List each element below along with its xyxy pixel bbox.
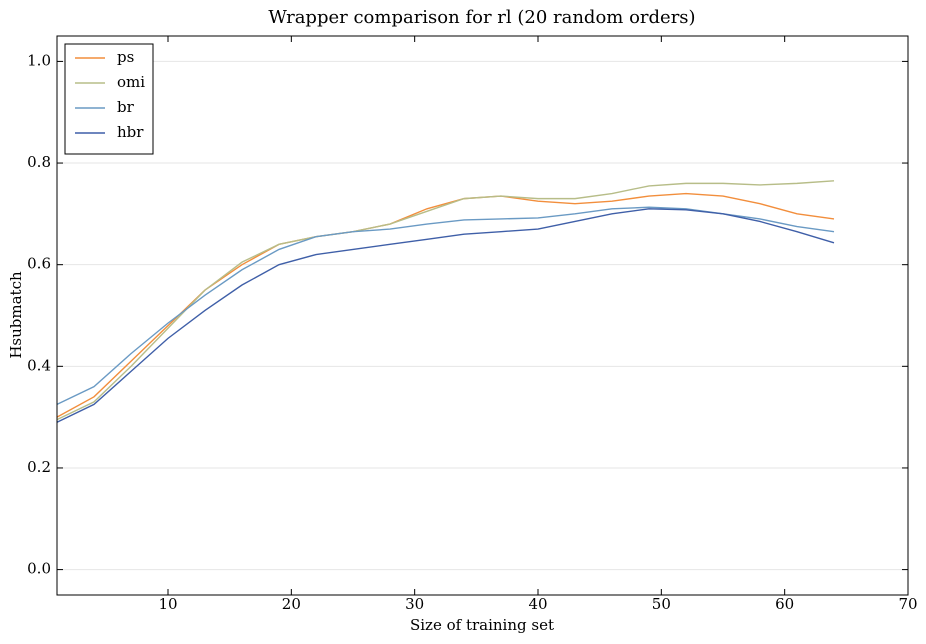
x-tick-label: 70 <box>898 595 917 613</box>
x-tick-label: 60 <box>775 595 794 613</box>
y-tick-label: 0.6 <box>27 255 51 273</box>
chart-title: Wrapper comparison for rl (20 random ord… <box>268 7 695 28</box>
y-tick-label: 1.0 <box>27 51 51 69</box>
legend-label: ps <box>117 48 134 66</box>
y-tick-label: 0.0 <box>27 560 51 578</box>
series-line <box>56 208 835 423</box>
x-axis-label: Size of training set <box>410 616 554 634</box>
legend-label: hbr <box>117 123 144 141</box>
legend-label: omi <box>117 73 145 91</box>
legend-box <box>64 43 154 155</box>
x-tick-label: 50 <box>652 595 671 613</box>
y-tick-label: 0.8 <box>27 153 51 171</box>
series-line <box>56 192 835 418</box>
y-axis-label: Hsubmatch <box>7 271 25 359</box>
plot-frame <box>56 35 909 596</box>
legend-label: br <box>117 98 135 116</box>
y-tick-label: 0.2 <box>27 458 51 476</box>
x-tick-label: 20 <box>282 595 301 613</box>
series-line <box>56 180 835 421</box>
x-tick-label: 10 <box>158 595 177 613</box>
y-tick-label: 0.4 <box>27 356 51 374</box>
x-tick-label: 40 <box>528 595 547 613</box>
x-tick-label: 30 <box>405 595 424 613</box>
